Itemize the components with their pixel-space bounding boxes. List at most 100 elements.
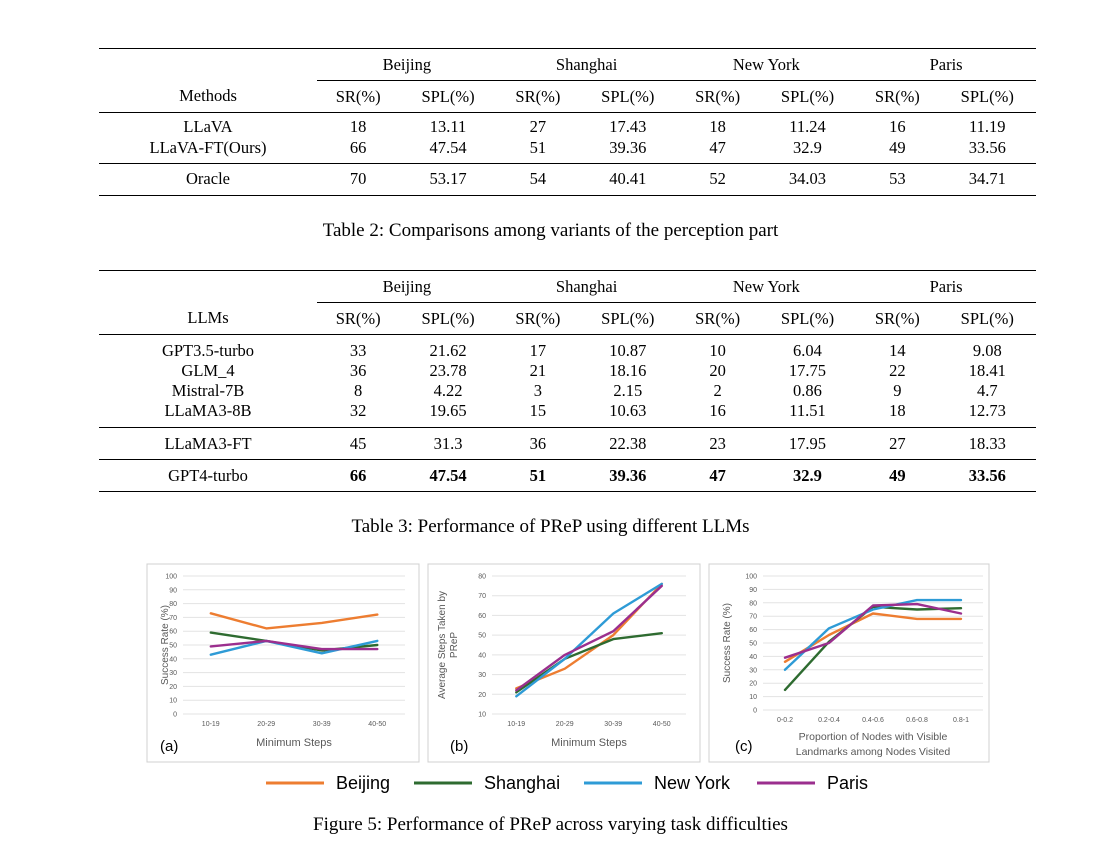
- table-cell: 16: [709, 401, 726, 420]
- table-row: GLM_4 36 23.78 21 18.16 20 17.75 22 18.4…: [99, 361, 1036, 381]
- y-tick-label: 30: [478, 672, 486, 679]
- metric-header: SR(%): [874, 308, 920, 328]
- table-cell: 23.78: [429, 361, 467, 380]
- table-cell: 66: [349, 137, 367, 157]
- x-tick-label: 40-50: [368, 721, 386, 728]
- y-tick-label: 0: [173, 712, 177, 719]
- y-axis-label: Average Steps Taken by: [437, 591, 448, 699]
- table-cell: 47: [709, 465, 726, 485]
- y-tick-label: 70: [749, 614, 757, 621]
- table-3-caption: Table 3: Performance of PReP using diffe…: [351, 516, 750, 537]
- table-cell: 45: [349, 433, 367, 453]
- table-cell: 10.87: [609, 341, 647, 360]
- metric-header: SPL(%): [960, 86, 1014, 106]
- table-cell: 27: [889, 433, 906, 453]
- y-tick-label: 80: [749, 600, 757, 607]
- y-tick-label: 50: [169, 643, 177, 650]
- table-cell: 70: [349, 169, 367, 188]
- table-cell: 52: [709, 169, 726, 188]
- table-cell: 3: [533, 381, 543, 400]
- table-cell: 8: [354, 381, 363, 400]
- table-cell: 9: [893, 381, 902, 400]
- table-cell: 12.73: [968, 401, 1006, 420]
- chart-panel: 0 10 20 30 40 50 60 70 80 90 100 10-19 20-29 30-39 40-…: [146, 563, 420, 763]
- table-cell: 17.43: [609, 117, 647, 136]
- metric-header: SPL(%): [421, 308, 475, 328]
- table-cell: 33.56: [968, 465, 1006, 485]
- table-cell: 10.63: [609, 401, 647, 420]
- x-tick-label: 10-19: [202, 721, 220, 728]
- table-cell: 16: [889, 117, 906, 136]
- table-cell: 49: [889, 465, 906, 485]
- table-cell: 31.3: [433, 433, 463, 453]
- table-header-corner: [99, 271, 317, 303]
- table-row: Mistral-7B 8 4.22 3 2.15 2 0.86 9 4.7: [99, 381, 1036, 401]
- metric-header: SPL(%): [601, 86, 655, 106]
- table-cell: 2.15: [613, 381, 643, 400]
- row-label: LLaMA3-FT: [164, 433, 252, 453]
- table-cell: 47.54: [429, 137, 467, 157]
- table-cell: 0.86: [793, 381, 822, 400]
- x-tick-label: 20-29: [257, 721, 275, 728]
- series-line: [209, 639, 379, 651]
- table-row: LLaMA3-8B 32 19.65 15 10.63 16 11.51 18 …: [99, 401, 1036, 428]
- table-cell: 21.62: [429, 341, 467, 360]
- series-line: [515, 584, 663, 692]
- table-2-caption: Table 2: Comparisons among variants of t…: [322, 220, 779, 241]
- table-cell: 18.16: [609, 361, 647, 380]
- table-cell: 21: [529, 361, 547, 380]
- x-axis-label: Minimum Steps: [256, 737, 332, 749]
- table-cell: 27: [529, 117, 547, 136]
- y-tick-label: 40: [749, 654, 757, 661]
- table-cell: 22: [889, 361, 906, 380]
- metric-header: SR(%): [695, 86, 741, 106]
- table-cell: 9.08: [972, 341, 1002, 360]
- row-label: LLaVA: [183, 117, 233, 136]
- x-axis-label: Minimum Steps: [551, 737, 627, 749]
- series-line: [783, 602, 963, 659]
- table-cell: 39.36: [609, 137, 647, 157]
- table-cell: 36: [349, 361, 367, 380]
- row-label: LLaVA-FT(Ours): [149, 137, 267, 157]
- x-tick-label: 20-29: [556, 721, 574, 728]
- y-tick-label: 10: [749, 694, 757, 701]
- table-cell: 11.19: [969, 117, 1006, 136]
- table-cell: 49: [889, 137, 906, 157]
- x-tick-label: 0.2-0.4: [818, 717, 840, 724]
- y-tick-label: 100: [165, 574, 177, 581]
- city-header: Beijing: [317, 270, 497, 303]
- row-label: LLaMA3-8B: [164, 401, 252, 420]
- table-row: LLaVA-FT(Ours) 66 47.54 51 39.36 47 32.9…: [99, 137, 1036, 163]
- metric-header: SR(%): [515, 308, 561, 328]
- table-row: GPT3.5-turbo 33 21.62 17 10.87 10 6.04 1…: [99, 334, 1036, 362]
- city-header: Beijing: [317, 48, 497, 81]
- chart-legend: Beijing Shanghai New York Paris: [266, 773, 868, 793]
- table-row: GPT4-turbo 66 47.54 51 39.36 47 32.9 49 …: [99, 459, 1036, 492]
- table-cell: 33: [349, 341, 367, 360]
- panel-frame: [708, 563, 990, 763]
- y-tick-label: 80: [478, 574, 486, 581]
- table-cell: 53: [889, 169, 906, 188]
- table-cell: 40.41: [609, 169, 647, 188]
- table-cell: 4.22: [433, 381, 463, 400]
- table-cell: 32.9: [793, 137, 822, 157]
- table-row: Oracle 70 53.17 54 40.41 52 34.03 53 34.…: [99, 163, 1036, 195]
- table-cell: 51: [529, 465, 547, 485]
- y-tick-label: 70: [478, 593, 486, 600]
- y-tick-label: 60: [478, 613, 486, 620]
- y-tick-label: 40: [478, 652, 486, 659]
- table-row: LLaVA 18 13.11 27 17.43 18 11.24 16 11.1…: [99, 112, 1036, 138]
- city-header: New York: [676, 48, 857, 81]
- table-cell: 15: [529, 401, 547, 420]
- x-axis-label: Proportion of Nodes with Visible: [799, 731, 948, 743]
- panel-label: (b): [450, 738, 468, 755]
- y-tick-label: 50: [478, 633, 486, 640]
- row-label: Mistral-7B: [171, 381, 245, 400]
- table-cell: 33.56: [968, 137, 1006, 157]
- table-cell: 18: [889, 401, 906, 420]
- y-tick-label: 70: [169, 615, 177, 622]
- panel-label: (a): [160, 738, 178, 755]
- city-header: Paris: [856, 270, 1036, 303]
- y-tick-label: 90: [169, 587, 177, 594]
- table-cell: 18: [349, 117, 367, 136]
